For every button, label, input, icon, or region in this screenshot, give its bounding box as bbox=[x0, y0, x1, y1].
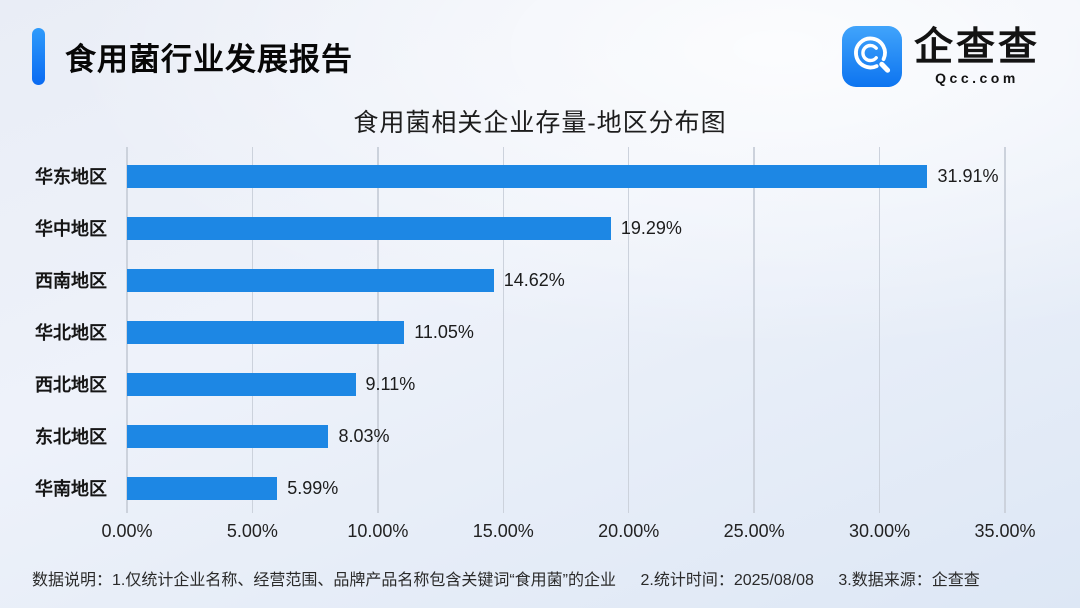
x-tick-label: 35.00% bbox=[974, 521, 1036, 541]
y-category-label: 东北地区 bbox=[35, 427, 107, 447]
footnote-data-note: 数据说明：1.仅统计企业名称、经营范围、品牌产品名称包含关键词“食用菌”的企业 bbox=[32, 572, 617, 589]
bar-东北地区 bbox=[127, 425, 329, 448]
footnote-data-source: 3.数据来源：企查查 bbox=[838, 572, 980, 589]
footnote: 数据说明：1.仅统计企业名称、经营范围、品牌产品名称包含关键词“食用菌”的企业 … bbox=[32, 566, 1062, 590]
x-tick-label: 30.00% bbox=[849, 521, 911, 541]
gridline bbox=[753, 147, 755, 513]
bar-华北地区 bbox=[127, 321, 405, 344]
footnote-stat-date: 2.统计时间：2025/08/08 bbox=[640, 572, 814, 589]
y-axis-labels: 华东地区华中地区西南地区华北地区西北地区东北地区华南地区 bbox=[0, 147, 117, 513]
bar-row: 14.62% bbox=[127, 269, 1005, 292]
x-tick-label: 15.00% bbox=[472, 521, 534, 541]
y-category-label: 华中地区 bbox=[35, 219, 107, 239]
qcc-logo-domain: Qcc.com bbox=[935, 69, 1019, 86]
header: 食用菌行业发展报告 企查查 Qcc.com bbox=[32, 24, 1040, 88]
x-tick-label: 5.00% bbox=[226, 521, 278, 541]
gridline bbox=[627, 147, 630, 513]
y-category-label: 西北地区 bbox=[35, 375, 107, 395]
x-tick-label: 10.00% bbox=[347, 521, 409, 541]
bar-value-label: 19.29% bbox=[620, 218, 682, 238]
x-tick-label: 20.00% bbox=[598, 521, 660, 541]
qcc-logo-name: 企查查 bbox=[913, 25, 1040, 69]
bar-value-label: 5.99% bbox=[287, 478, 339, 498]
x-tick-label: 0.00% bbox=[101, 521, 153, 541]
y-category-label: 西南地区 bbox=[35, 271, 107, 291]
gridline bbox=[502, 147, 505, 513]
chart-title: 食用菌相关企业存量-地区分布图 bbox=[353, 109, 727, 137]
qcc-magnifier-icon bbox=[841, 25, 902, 87]
y-category-label: 华南地区 bbox=[35, 479, 107, 499]
bar-row: 19.29% bbox=[127, 217, 1005, 240]
title-accent-bar bbox=[32, 27, 45, 85]
bar-value-label: 8.03% bbox=[338, 426, 390, 446]
qcc-logo-text: 企查查 Qcc.com bbox=[913, 25, 1040, 86]
bar-row: 9.11% bbox=[127, 373, 1005, 396]
x-tick-label: 25.00% bbox=[723, 521, 785, 541]
gridline bbox=[1004, 147, 1006, 513]
bar-西南地区 bbox=[127, 269, 494, 292]
y-category-label: 华东地区 bbox=[35, 167, 107, 187]
bar-value-label: 11.05% bbox=[414, 322, 474, 342]
bar-row: 8.03% bbox=[127, 425, 1005, 448]
y-category-label: 华北地区 bbox=[35, 323, 107, 343]
bar-chart-plot: 31.91% 19.29% 14.62% 11.05% 9.11% 8.03% 5.99% bbox=[126, 147, 1006, 513]
qcc-logo: 企查查 Qcc.com bbox=[841, 25, 1040, 87]
bar-row: 11.05% bbox=[127, 321, 1005, 344]
bar-华南地区 bbox=[127, 477, 278, 500]
bar-华东地区 bbox=[127, 165, 928, 188]
bar-西北地区 bbox=[127, 373, 356, 396]
bar-华中地区 bbox=[127, 217, 611, 240]
bar-value-label: 9.11% bbox=[365, 374, 416, 394]
bar-row: 5.99% bbox=[127, 477, 1005, 500]
title-group: 食用菌行业发展报告 bbox=[32, 27, 353, 85]
bar-value-label: 31.91% bbox=[937, 166, 999, 186]
report-title: 食用菌行业发展报告 bbox=[65, 41, 353, 77]
x-axis-ticks: 0.00% 5.00% 10.00% 15.00% 20.00% 25.00% 30.00%… bbox=[101, 521, 1035, 545]
gridline bbox=[878, 147, 881, 513]
bar-row: 31.91% bbox=[127, 165, 1005, 188]
bar-value-label: 14.62% bbox=[503, 270, 565, 290]
